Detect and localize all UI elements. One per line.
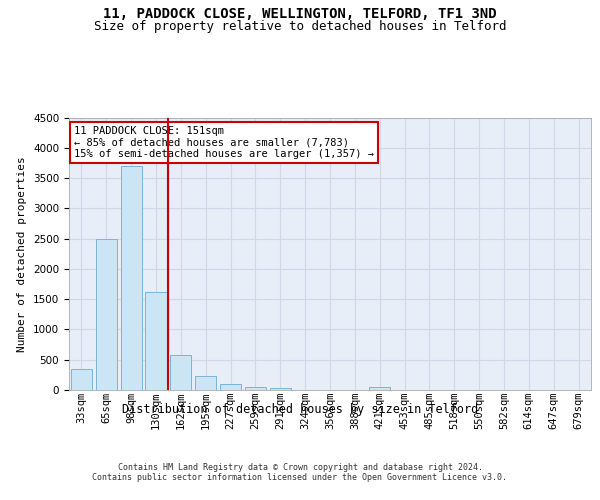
Bar bbox=[96, 238, 117, 390]
Text: 11, PADDOCK CLOSE, WELLINGTON, TELFORD, TF1 3ND: 11, PADDOCK CLOSE, WELLINGTON, TELFORD, … bbox=[103, 8, 497, 22]
Bar bbox=[121, 166, 142, 390]
Bar bbox=[170, 355, 191, 390]
Bar bbox=[245, 386, 266, 390]
Y-axis label: Number of detached properties: Number of detached properties bbox=[17, 156, 28, 352]
Bar bbox=[145, 292, 167, 390]
Text: Contains HM Land Registry data © Crown copyright and database right 2024.
Contai: Contains HM Land Registry data © Crown c… bbox=[92, 462, 508, 482]
Bar bbox=[195, 376, 216, 390]
Text: Distribution of detached houses by size in Telford: Distribution of detached houses by size … bbox=[122, 402, 478, 415]
Bar bbox=[220, 384, 241, 390]
Bar bbox=[270, 388, 291, 390]
Text: 11 PADDOCK CLOSE: 151sqm
← 85% of detached houses are smaller (7,783)
15% of sem: 11 PADDOCK CLOSE: 151sqm ← 85% of detach… bbox=[74, 126, 374, 159]
Text: Size of property relative to detached houses in Telford: Size of property relative to detached ho… bbox=[94, 20, 506, 33]
Bar bbox=[71, 369, 92, 390]
Bar bbox=[369, 386, 390, 390]
